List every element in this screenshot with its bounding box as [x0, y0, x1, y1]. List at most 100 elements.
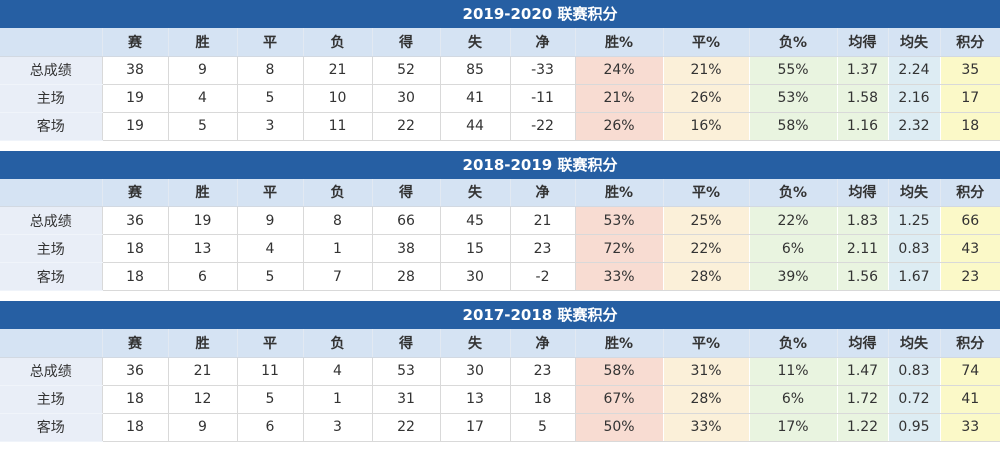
league-table-block-2018-2019: 2018-2019 联赛积分 赛胜平负得失净胜% 平% 负% 均得 均失 积分 总成绩 36 1… — [0, 150, 1000, 291]
stat-cell: 33% — [663, 413, 750, 442]
stat-cell: 43 — [940, 234, 1000, 263]
table-row: 总成绩 38 9 8 21 52 85 -33 24% 21% 55% 1.37 2.24 35 — [0, 56, 1000, 85]
stat-cell: 18 — [940, 112, 1000, 141]
stat-cell: 13 — [168, 234, 238, 263]
column-header: 均失 — [888, 28, 941, 57]
stat-cell: 31 — [372, 385, 441, 414]
column-header: 得 — [372, 178, 441, 207]
stat-cell: 3 — [303, 413, 373, 442]
stat-cell: 67% — [575, 385, 664, 414]
stat-cell: 3 — [237, 112, 304, 141]
column-header: 得 — [372, 329, 441, 358]
stat-cell: 11 — [237, 357, 304, 386]
stat-cell: 1.22 — [837, 413, 889, 442]
stat-cell: 1.47 — [837, 357, 889, 386]
row-label: 客场 — [0, 262, 103, 291]
stat-cell: 22% — [663, 234, 750, 263]
stat-cell: 85 — [440, 56, 511, 85]
stat-cell: 6 — [237, 413, 304, 442]
stat-cell: 5 — [510, 413, 576, 442]
row-label: 主场 — [0, 385, 103, 414]
stat-cell: 66 — [940, 206, 1000, 235]
stat-cell: 0.72 — [888, 385, 941, 414]
table-row: 总成绩 36 19 9 8 66 45 21 53% 25% 22% 1.83 1.25 66 — [0, 206, 1000, 235]
points-table: 赛胜平负得失净胜% 平% 负% 均得 均失 积分 总成绩 38 9 8 21 52 85 -33 24% 21… — [0, 28, 1000, 141]
stat-cell: 17% — [749, 413, 838, 442]
column-header: 赛 — [102, 28, 169, 57]
stat-cell: 19 — [168, 206, 238, 235]
stat-cell: 1.16 — [837, 112, 889, 141]
stat-cell: 2.32 — [888, 112, 941, 141]
column-header: 得 — [372, 28, 441, 57]
column-header: 积分 — [940, 178, 1000, 207]
stat-cell: 53% — [575, 206, 664, 235]
stat-cell: 18 — [102, 385, 169, 414]
column-header: 失 — [440, 329, 511, 358]
row-label: 客场 — [0, 413, 103, 442]
column-header: 胜 — [168, 178, 238, 207]
stat-cell: 52 — [372, 56, 441, 85]
stat-cell: 13 — [440, 385, 511, 414]
column-header: 负% — [749, 178, 838, 207]
stat-cell: 0.83 — [888, 357, 941, 386]
table-row: 总成绩 36 21 11 4 53 30 23 58% 31% 11% 1.47 0.83 74 — [0, 357, 1000, 386]
stat-cell: 53% — [749, 84, 838, 113]
stat-cell: 24% — [575, 56, 664, 85]
row-label: 主场 — [0, 234, 103, 263]
stat-cell: 21% — [575, 84, 664, 113]
column-header: 胜 — [168, 28, 238, 57]
stat-cell: -2 — [510, 262, 576, 291]
stat-cell: 66 — [372, 206, 441, 235]
column-header: 均得 — [837, 329, 889, 358]
header-row: 赛胜平负得失净胜% 平% 负% 均得 均失 积分 — [0, 178, 1000, 207]
column-header: 负 — [303, 329, 373, 358]
column-header: 平% — [663, 329, 750, 358]
stat-cell: 26% — [663, 84, 750, 113]
stat-cell: 31% — [663, 357, 750, 386]
table-title: 2019-2020 联赛积分 — [0, 0, 1000, 28]
stat-cell: 16% — [663, 112, 750, 141]
stat-cell: 4 — [237, 234, 304, 263]
stat-cell: 28% — [663, 385, 750, 414]
stat-cell: 72% — [575, 234, 664, 263]
points-table: 赛胜平负得失净胜% 平% 负% 均得 均失 积分 总成绩 36 19 9 8 66 45 21 53% 25%… — [0, 178, 1000, 291]
stat-cell: 21 — [168, 357, 238, 386]
row-label-header — [0, 329, 103, 358]
column-header: 均得 — [837, 178, 889, 207]
stat-cell: 10 — [303, 84, 373, 113]
stat-cell: 5 — [237, 262, 304, 291]
stat-cell: 22 — [372, 112, 441, 141]
column-header: 负% — [749, 28, 838, 57]
stat-cell: 28 — [372, 262, 441, 291]
stat-cell: 1.72 — [837, 385, 889, 414]
stat-cell: 6 — [168, 262, 238, 291]
column-header: 失 — [440, 178, 511, 207]
stat-cell: 12 — [168, 385, 238, 414]
stat-cell: 23 — [940, 262, 1000, 291]
stat-cell: 55% — [749, 56, 838, 85]
stat-cell: 33 — [940, 413, 1000, 442]
stat-cell: 0.95 — [888, 413, 941, 442]
header-row: 赛胜平负得失净胜% 平% 负% 均得 均失 积分 — [0, 329, 1000, 358]
league-table-block-2019-2020: 2019-2020 联赛积分 赛胜平负得失净胜% 平% 负% 均得 均失 积分 总成绩 38 9… — [0, 0, 1000, 141]
stat-cell: -33 — [510, 56, 576, 85]
league-table-block-2017-2018: 2017-2018 联赛积分 赛胜平负得失净胜% 平% 负% 均得 均失 积分 总成绩 36 2… — [0, 301, 1000, 442]
stat-cell: -22 — [510, 112, 576, 141]
stat-cell: 22% — [749, 206, 838, 235]
stat-cell: 35 — [940, 56, 1000, 85]
stat-cell: 18 — [102, 262, 169, 291]
stat-cell: 53 — [372, 357, 441, 386]
stat-cell: 26% — [575, 112, 664, 141]
table-row: 客场 18 9 6 3 22 17 5 50% 33% 17% 1.22 0.95 33 — [0, 413, 1000, 442]
stat-cell: 30 — [372, 84, 441, 113]
stat-cell: 11 — [303, 112, 373, 141]
row-label-header — [0, 28, 103, 57]
stat-cell: 6% — [749, 234, 838, 263]
table-row: 主场 18 12 5 1 31 13 18 67% 28% 6% 1.72 0.72 41 — [0, 385, 1000, 414]
stat-cell: 38 — [372, 234, 441, 263]
column-header: 均得 — [837, 28, 889, 57]
table-row: 主场 19 4 5 10 30 41 -11 21% 26% 53% 1.58 2.16 17 — [0, 84, 1000, 113]
column-header: 净 — [510, 329, 576, 358]
stat-cell: 30 — [440, 262, 511, 291]
row-label: 总成绩 — [0, 56, 103, 85]
